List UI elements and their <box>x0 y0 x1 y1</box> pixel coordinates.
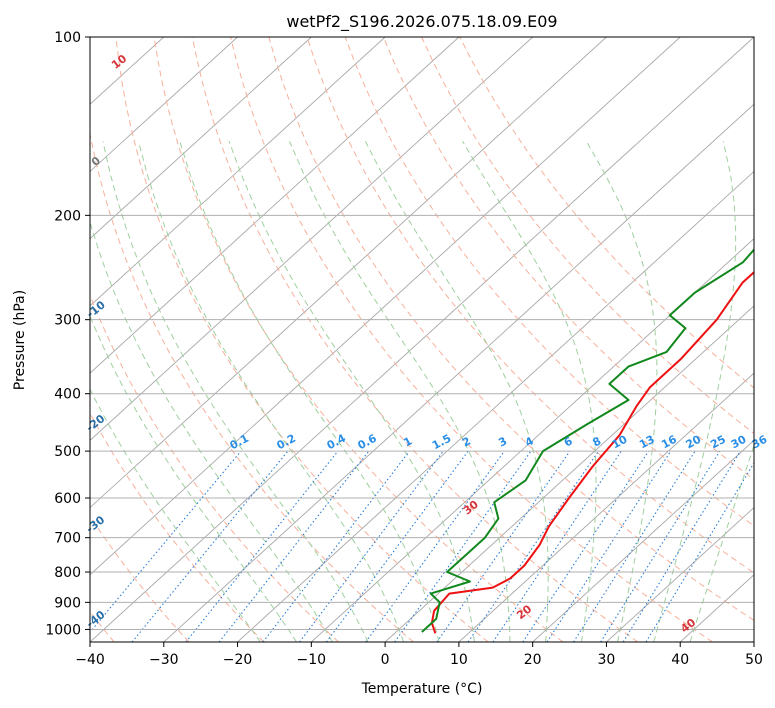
x-tick-label: −30 <box>149 652 179 668</box>
isotherm-line <box>90 37 754 642</box>
x-tick-label: 20 <box>524 652 542 668</box>
isotherm-line <box>90 37 607 509</box>
mixing-ratio-label: 25 <box>708 433 728 452</box>
x-tick-label: 30 <box>598 652 616 668</box>
dry-adiabat-line <box>268 37 754 622</box>
mixing-ratio-line <box>90 450 242 634</box>
mixing-ratio-line <box>131 450 289 642</box>
dry-adiabat-line <box>382 37 754 481</box>
x-tick-label: 10 <box>450 652 468 668</box>
mixing-ratio-label: 30 <box>729 433 749 452</box>
dry-adiabat-line <box>90 131 414 642</box>
mixing-ratio-line <box>394 450 532 642</box>
y-tick-label: 800 <box>54 565 81 581</box>
y-tick-label: 400 <box>54 387 81 403</box>
plot-frame <box>89 36 755 643</box>
dry-adiabat-line <box>153 37 564 642</box>
mixing-ratio-line <box>622 450 741 642</box>
dry-adiabat-line <box>421 37 754 435</box>
x-tick-label: −10 <box>297 652 327 668</box>
isotherm-line <box>90 37 681 576</box>
isotherm-line <box>90 37 238 173</box>
isotherm-line <box>311 238 754 642</box>
mixing-ratio-label: 13 <box>637 433 657 452</box>
y-tick-label: 100 <box>54 30 81 46</box>
mixing-ratio-line <box>218 450 370 642</box>
dewpoint-series-line <box>421 248 754 633</box>
y-axis: 100 200 300 400 500 600 700 800 900 1000 <box>45 30 90 638</box>
mixing-ratio-line <box>600 450 721 642</box>
isotherm-line <box>237 170 754 642</box>
y-tick-label: 1000 <box>45 622 81 638</box>
mixing-ratio-line <box>573 450 696 642</box>
y-tick-label: 900 <box>54 595 81 611</box>
dry-adiabat-line <box>191 37 639 642</box>
y-tick-label: 300 <box>54 313 81 329</box>
profile-lines <box>421 248 754 634</box>
mixing-ratio-label: 16 <box>659 433 679 452</box>
isotherm-line <box>90 37 312 240</box>
x-axis-title: Temperature (°C) <box>361 681 483 697</box>
mixing-ratio-label: 10 <box>610 433 630 452</box>
mixing-ratio-label: 20 <box>684 433 704 452</box>
x-tick-label: 50 <box>745 652 763 668</box>
y-tick-label: 200 <box>54 208 81 224</box>
mixing-ratio-line <box>185 450 339 642</box>
isotherm-line <box>163 103 754 642</box>
isotherm-line <box>606 506 754 642</box>
isotherm-line <box>90 37 460 374</box>
mixing-ratio-line <box>262 450 410 642</box>
mixing-ratio-label: 36 <box>750 433 770 452</box>
isotherm-line <box>458 372 754 642</box>
y-axis-title: Pressure (hPa) <box>12 290 28 390</box>
y-tick-label: 500 <box>54 444 81 460</box>
gridlines <box>90 37 754 630</box>
y-tick-label: 600 <box>54 491 81 507</box>
x-tick-label: 40 <box>671 652 689 668</box>
mixing-ratio-line <box>467 450 599 642</box>
mixing-ratio-line <box>365 450 505 642</box>
chart-title: wetPf2_S196.2026.075.18.09.E09 <box>286 12 557 32</box>
temperature-series-line <box>430 270 754 634</box>
isotherm-line <box>384 305 754 642</box>
dry-adiabat-line <box>344 37 754 527</box>
mixing-ratio-line <box>436 450 571 642</box>
x-tick-label: 0 <box>381 652 390 668</box>
dry-adiabat-line <box>90 515 190 642</box>
dry-adiabat-line <box>306 37 754 574</box>
y-tick-label: 700 <box>54 531 81 547</box>
x-axis: −40 −30 −20 −10 0 10 20 30 40 50 <box>75 642 763 668</box>
dry-adiabat-line <box>90 412 265 642</box>
x-tick-label: −40 <box>75 652 105 668</box>
isotherm-line <box>532 439 754 642</box>
mixing-ratio-line <box>645 461 754 642</box>
x-tick-label: −20 <box>223 652 253 668</box>
isotherm-line <box>90 37 386 307</box>
isotherm-line <box>90 37 533 441</box>
dry-adiabat-line <box>230 37 713 642</box>
dry-adiabat-line <box>459 37 754 389</box>
